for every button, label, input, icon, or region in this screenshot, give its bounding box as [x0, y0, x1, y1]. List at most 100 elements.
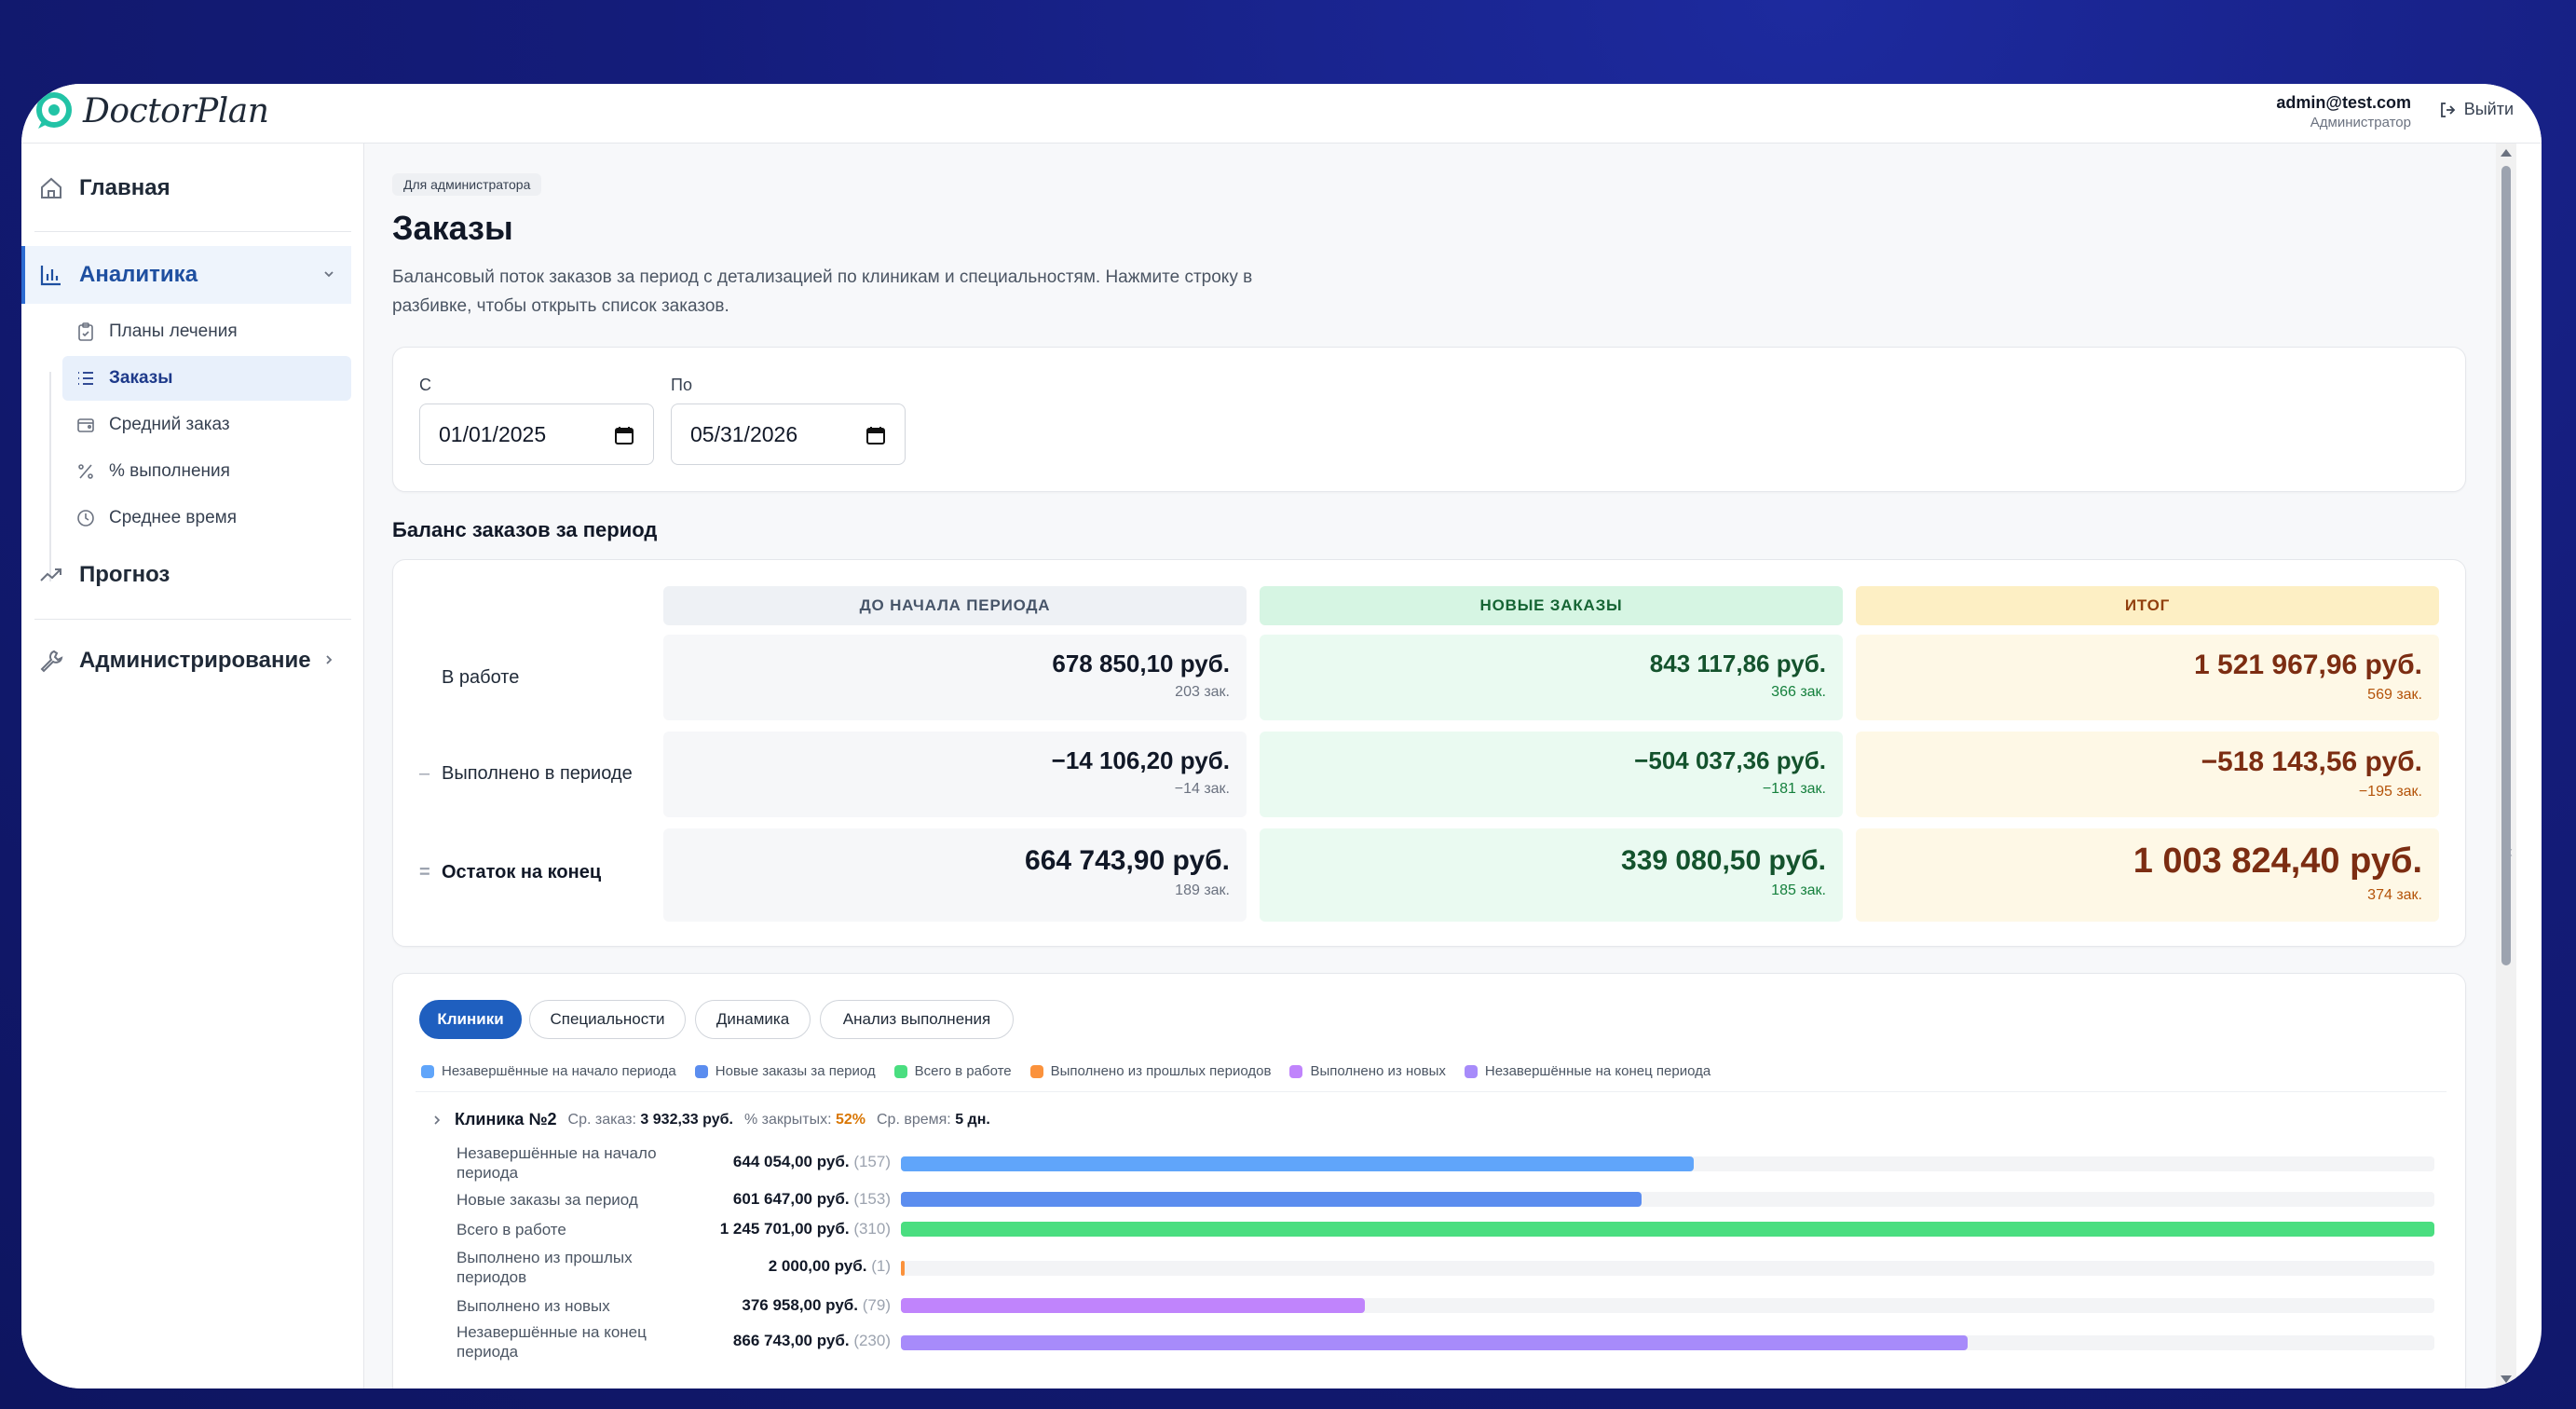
bar-row[interactable]: Всего в работе 1 245 701,00 руб. (310) — [457, 1212, 2441, 1250]
bar-amount: 644 054,00 руб. — [732, 1153, 850, 1170]
legend-swatch — [1029, 1064, 1043, 1078]
balance-cell[interactable]: −518 143,56 руб. −195 зак. — [1856, 732, 2439, 817]
clinic-name: Клиника №2 — [455, 1110, 557, 1129]
legend-label: Новые заказы за период — [715, 1063, 876, 1079]
logout-icon — [2440, 102, 2455, 117]
cell-count: −14 зак. — [1174, 781, 1230, 797]
divider — [34, 231, 351, 232]
bar-row[interactable]: Новые заказы за период 601 647,00 руб. (… — [457, 1184, 2441, 1222]
bar-amount: 866 743,00 руб. — [732, 1332, 850, 1349]
bar-count: (1) — [871, 1257, 891, 1275]
sidebar-item-label: Планы лечения — [109, 321, 238, 341]
bar-track — [901, 1156, 2434, 1171]
balance-cell[interactable]: −14 106,20 руб. −14 зак. — [663, 732, 1247, 817]
chevron-right-icon[interactable] — [430, 1114, 443, 1127]
avg-time-value: 5 дн. — [955, 1111, 990, 1128]
sidebar-item-completion[interactable]: % выполнения — [62, 449, 351, 494]
page-title: Заказы — [392, 209, 513, 247]
bar-value: 866 743,00 руб. (230) — [686, 1332, 891, 1350]
legend-label: Выполнено из новых — [1310, 1063, 1446, 1079]
column-header-before-period: ДО НАЧАЛА ПЕРИОДА — [663, 586, 1247, 625]
bar-row[interactable]: Выполнено из прошлых периодов 2 000,00 р… — [457, 1248, 2441, 1286]
collapse-panel-icon[interactable]: ‹ — [2507, 842, 2513, 861]
avg-order-stat: Ср. заказ: 3 932,33 руб. — [568, 1112, 733, 1129]
bar-value: 1 245 701,00 руб. (310) — [686, 1220, 891, 1238]
logout-button[interactable]: Выйти — [2438, 100, 2514, 119]
sidebar-item-label: % выполнения — [109, 461, 230, 481]
bar-label: Всего в работе — [457, 1221, 566, 1238]
percent-icon — [78, 464, 93, 479]
cell-amount: 1 003 824,40 руб. — [2133, 841, 2422, 881]
cell-amount: 843 117,86 руб. — [1649, 650, 1826, 677]
row-operator: – — [419, 763, 430, 784]
bar-fill — [901, 1261, 906, 1276]
sidebar-item-administration[interactable]: Администрирование — [21, 632, 351, 690]
scroll-down-icon[interactable] — [2501, 1375, 2512, 1383]
balance-cell[interactable]: 1 521 967,96 руб. 569 зак. — [1856, 635, 2439, 720]
bar-row[interactable]: Незавершённые на конец периода 866 743,0… — [457, 1322, 2441, 1361]
to-date-input[interactable]: 05/31/2026 — [671, 404, 906, 465]
sidebar-item-label: Главная — [79, 175, 170, 200]
tab-specialties[interactable]: Специальности — [529, 1000, 686, 1039]
bar-label: Новые заказы за период — [457, 1191, 638, 1209]
calendar-icon[interactable] — [865, 425, 886, 445]
cell-count: 189 зак. — [1175, 882, 1230, 898]
closed-pct-stat: % закрытых: 52% — [744, 1112, 865, 1129]
sidebar-item-treatment-plans[interactable]: Планы лечения — [62, 309, 351, 354]
sidebar-item-home[interactable]: Главная — [21, 159, 351, 217]
balance-cell[interactable]: 1 003 824,40 руб. 374 зак. — [1856, 828, 2439, 922]
from-label: С — [419, 376, 431, 394]
from-date-input[interactable]: 01/01/2025 — [419, 404, 654, 465]
bar-fill — [901, 1192, 1642, 1207]
logo-icon — [36, 92, 72, 129]
legend: Незавершённые на начало периода Новые за… — [421, 1063, 1711, 1079]
legend-label: Незавершённые на конец периода — [1484, 1063, 1711, 1079]
balance-cell[interactable]: 843 117,86 руб. 366 зак. — [1260, 635, 1843, 720]
bar-row[interactable]: Незавершённые на начало периода 644 054,… — [457, 1143, 2441, 1182]
tab-dynamics[interactable]: Динамика — [695, 1000, 811, 1039]
tab-completion-analysis[interactable]: Анализ выполнения — [820, 1000, 1014, 1039]
cell-count: 185 зак. — [1771, 882, 1826, 898]
avg-order-label: Ср. заказ: — [567, 1111, 636, 1128]
row-label-text: В работе — [442, 667, 520, 688]
row-operator: = — [419, 862, 430, 882]
user-role: Администратор — [2310, 115, 2411, 130]
bar-row[interactable]: Выполнено из новых 376 958,00 руб. (79) — [457, 1291, 2441, 1328]
scrollbar[interactable] — [2496, 144, 2516, 1388]
bar-label: Выполнено из прошлых периодов — [457, 1249, 633, 1286]
sidebar: Главная Аналитика Планы лечения Заказы С… — [21, 144, 364, 1388]
scroll-up-icon[interactable] — [2501, 149, 2512, 157]
balance-cell[interactable]: 664 743,90 руб. 189 зак. — [663, 828, 1247, 922]
bar-fill — [901, 1222, 2434, 1237]
legend-swatch — [1464, 1064, 1478, 1078]
bar-value: 2 000,00 руб. (1) — [686, 1257, 891, 1276]
cell-amount: 1 521 967,96 руб. — [2194, 650, 2422, 680]
sidebar-item-average-time[interactable]: Среднее время — [62, 496, 351, 540]
cell-count: 366 зак. — [1771, 684, 1826, 700]
balance-cell[interactable]: −504 037,36 руб. −181 зак. — [1260, 732, 1843, 817]
bar-track — [901, 1261, 2434, 1276]
scrollbar-thumb[interactable] — [2501, 166, 2511, 965]
date-filter-card: С 01/01/2025 По 05/31/2026 — [392, 347, 2466, 492]
row-label-text: Выполнено в периоде — [442, 763, 633, 784]
sidebar-item-forecast[interactable]: Прогноз — [21, 546, 351, 604]
wallet-icon — [77, 418, 94, 432]
brand-name: DoctorPlan — [83, 91, 269, 130]
balance-cell[interactable]: 339 080,50 руб. 185 зак. — [1260, 828, 1843, 922]
logo[interactable]: DoctorPlan — [34, 91, 269, 130]
clinic-row-header[interactable]: Клиника №2 Ср. заказ: 3 932,33 руб. % за… — [430, 1110, 990, 1129]
sidebar-item-analytics[interactable]: Аналитика — [21, 246, 351, 304]
divider — [416, 1091, 2447, 1092]
row-label-in-progress: В работе — [419, 667, 519, 689]
tab-clinics[interactable]: Клиники — [419, 1000, 522, 1039]
avg-order-value: 3 932,33 руб. — [640, 1111, 733, 1128]
sidebar-item-average-order[interactable]: Средний заказ — [62, 403, 351, 447]
admin-badge: Для администратора — [392, 173, 542, 196]
balance-cell[interactable]: 678 850,10 руб. 203 зак. — [663, 635, 1247, 720]
chevron-down-icon — [324, 271, 334, 278]
calendar-icon[interactable] — [614, 425, 634, 445]
sidebar-item-orders[interactable]: Заказы — [62, 356, 351, 401]
cell-amount: −14 106,20 руб. — [1051, 746, 1230, 774]
legend-item: Всего в работе — [893, 1063, 1012, 1079]
bar-amount: 1 245 701,00 руб. — [719, 1220, 850, 1238]
